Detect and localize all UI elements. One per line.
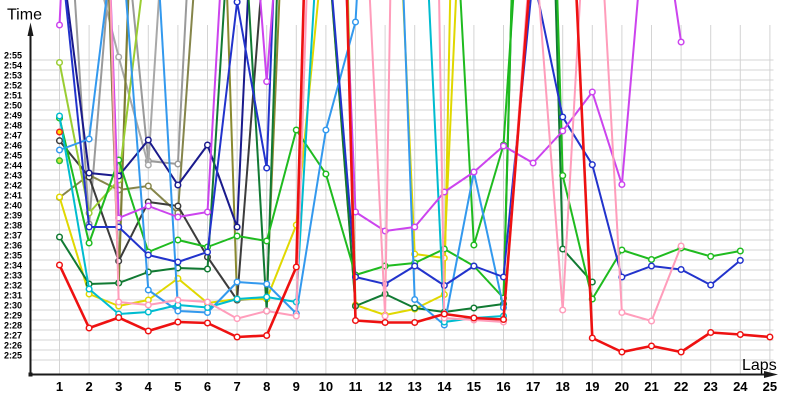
svg-text:2:28: 2:28 [4,321,22,331]
svg-text:19: 19 [585,379,599,394]
svg-text:2:33: 2:33 [4,271,22,281]
svg-text:13: 13 [407,379,421,394]
svg-text:23: 23 [703,379,717,394]
svg-text:2:52: 2:52 [4,81,22,91]
svg-text:2:34: 2:34 [4,261,22,271]
svg-text:2:26: 2:26 [4,341,22,351]
svg-text:2:46: 2:46 [4,141,22,151]
svg-text:2:49: 2:49 [4,111,22,121]
svg-text:16: 16 [496,379,510,394]
svg-text:24: 24 [733,379,748,394]
svg-text:2:35: 2:35 [4,251,22,261]
svg-text:11: 11 [349,379,363,394]
svg-text:17: 17 [526,379,540,394]
svg-text:2:27: 2:27 [4,331,22,341]
svg-text:18: 18 [555,379,569,394]
svg-text:10: 10 [319,379,333,394]
svg-text:7: 7 [233,379,240,394]
svg-text:2: 2 [85,379,92,394]
svg-text:2:55: 2:55 [4,51,22,61]
svg-text:2:40: 2:40 [4,201,22,211]
svg-text:1: 1 [56,379,63,394]
svg-text:2:51: 2:51 [4,91,22,101]
svg-text:2:47: 2:47 [4,131,22,141]
svg-text:2:39: 2:39 [4,211,22,221]
svg-text:6: 6 [204,379,211,394]
svg-text:2:45: 2:45 [4,151,22,161]
svg-text:2:32: 2:32 [4,281,22,291]
svg-text:2:30: 2:30 [4,301,22,311]
svg-text:9: 9 [293,379,300,394]
svg-text:Laps: Laps [742,357,777,374]
svg-text:2:29: 2:29 [4,311,22,321]
svg-text:2:36: 2:36 [4,241,22,251]
svg-text:14: 14 [437,379,452,394]
svg-text:2:25: 2:25 [4,351,22,361]
svg-text:2:42: 2:42 [4,181,22,191]
svg-text:12: 12 [378,379,392,394]
svg-text:25: 25 [763,379,777,394]
svg-text:5: 5 [174,379,181,394]
svg-text:Time: Time [7,7,42,24]
svg-text:2:37: 2:37 [4,231,22,241]
svg-text:2:53: 2:53 [4,71,22,81]
svg-text:15: 15 [467,379,481,394]
svg-text:4: 4 [145,379,153,394]
svg-text:22: 22 [674,379,688,394]
svg-text:2:54: 2:54 [4,61,22,71]
svg-text:2:43: 2:43 [4,171,22,181]
svg-text:8: 8 [263,379,270,394]
svg-text:2:50: 2:50 [4,101,22,111]
svg-text:2:41: 2:41 [4,191,22,201]
svg-text:21: 21 [644,379,658,394]
svg-text:2:48: 2:48 [4,121,22,131]
svg-text:2:44: 2:44 [4,161,22,171]
svg-text:20: 20 [615,379,629,394]
svg-text:2:31: 2:31 [4,291,22,301]
svg-text:2:38: 2:38 [4,221,22,231]
svg-text:3: 3 [115,379,122,394]
